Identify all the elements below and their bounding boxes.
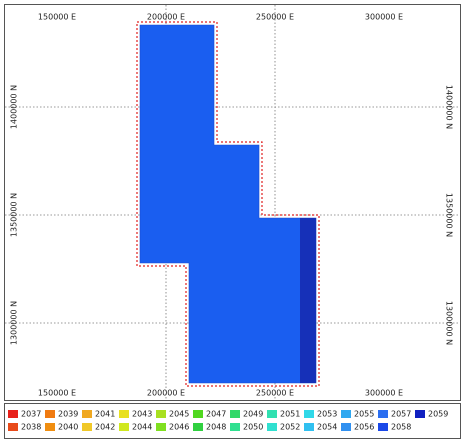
legend-label: 2045: [169, 410, 189, 419]
easting-label: 150000 E: [38, 13, 76, 22]
legend-swatch: [156, 410, 166, 418]
legend-swatch: [45, 423, 55, 431]
legend-swatch: [193, 410, 203, 418]
legend-label: 2049: [243, 410, 263, 419]
boundary-outline: [136, 21, 320, 387]
legend-label: 2044: [132, 423, 152, 432]
legend-frame: [4, 403, 461, 439]
easting-label: 150000 E: [38, 389, 76, 398]
legend-label: 2040: [58, 423, 78, 432]
legend-swatch: [304, 410, 314, 418]
legend-swatch: [119, 410, 129, 418]
legend-label: 2047: [206, 410, 226, 419]
northing-label: 1400000 N: [10, 85, 19, 129]
northing-label: 1300000 N: [445, 301, 454, 345]
legend-swatch: [230, 410, 240, 418]
easting-label: 200000 E: [147, 389, 185, 398]
easting-label: 250000 E: [256, 389, 294, 398]
northing-label: 1300000 N: [10, 301, 19, 345]
legend-label: 2056: [354, 423, 374, 432]
easting-label: 300000 E: [365, 389, 403, 398]
northing-label: 1400000 N: [445, 85, 454, 129]
legend-swatch: [45, 410, 55, 418]
legend-swatch: [341, 423, 351, 431]
northing-label: 1350000 N: [445, 193, 454, 237]
legend-label: 2037: [21, 410, 41, 419]
legend-swatch: [82, 410, 92, 418]
legend: 2037 2038 2039 2040 2041 2042 2043 2044 2045 2046…: [8, 410, 448, 432]
legend-swatch: [156, 423, 166, 431]
legend-label: 2046: [169, 423, 189, 432]
legend-swatch: [193, 423, 203, 431]
legend-swatch: [267, 423, 277, 431]
legend-swatch: [341, 410, 351, 418]
legend-swatch: [82, 423, 92, 431]
legend-swatch: [378, 410, 388, 418]
legend-swatch: [230, 423, 240, 431]
legend-label: 2048: [206, 423, 226, 432]
legend-label: 2059: [428, 410, 448, 419]
legend-swatch: [8, 410, 18, 418]
easting-label: 200000 E: [147, 13, 185, 22]
mine-block-strip: [300, 218, 316, 383]
legend-swatch: [415, 410, 425, 418]
legend-label: 2043: [132, 410, 152, 419]
legend-label: 2057: [391, 410, 411, 419]
legend-label: 2051: [280, 410, 300, 419]
legend-swatch: [267, 410, 277, 418]
legend-label: 2052: [280, 423, 300, 432]
legend-label: 2050: [243, 423, 263, 432]
legend-swatch: [378, 423, 388, 431]
legend-swatch: [304, 423, 314, 431]
legend-label: 2055: [354, 410, 374, 419]
easting-label: 250000 E: [256, 13, 294, 22]
legend-label: 2054: [317, 423, 337, 432]
northing-label: 1350000 N: [10, 193, 19, 237]
legend-label: 2038: [21, 423, 41, 432]
legend-label: 2039: [58, 410, 78, 419]
legend-swatch: [119, 423, 129, 431]
legend-label: 2058: [391, 423, 411, 432]
easting-label: 300000 E: [365, 13, 403, 22]
legend-label: 2041: [95, 410, 115, 419]
legend-swatch: [8, 423, 18, 431]
legend-label: 2042: [95, 423, 115, 432]
legend-label: 2053: [317, 410, 337, 419]
